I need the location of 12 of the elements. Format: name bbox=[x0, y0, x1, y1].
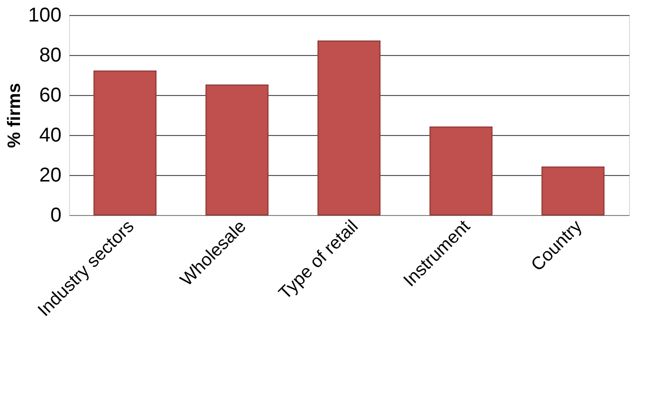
y-tick-label: 80 bbox=[39, 44, 62, 66]
y-axis-title: % firms bbox=[4, 82, 24, 148]
y-tick-label: 60 bbox=[39, 84, 62, 106]
bar bbox=[430, 126, 492, 216]
bar bbox=[542, 166, 604, 216]
bar bbox=[206, 84, 268, 216]
bar bbox=[318, 40, 380, 216]
y-tick-label: 100 bbox=[28, 4, 62, 26]
y-tick-label: 0 bbox=[50, 204, 62, 226]
bar bbox=[94, 70, 156, 216]
y-tick-label: 40 bbox=[39, 124, 62, 146]
y-tick-label: 20 bbox=[39, 164, 62, 186]
